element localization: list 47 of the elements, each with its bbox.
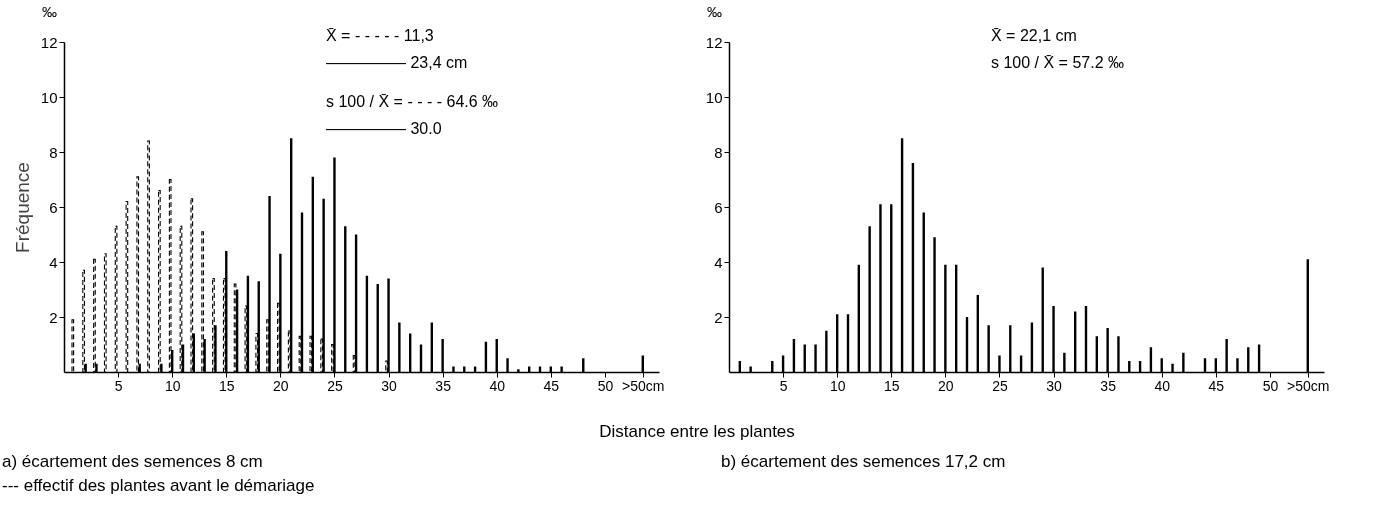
x-tick-label: 10 [164, 377, 181, 394]
text: a) écartement des semences 8 cm [2, 452, 263, 471]
text: --- effectif des plantes avant le démariage [2, 476, 315, 495]
annotation: X̄ = 22,1 cm [991, 27, 1077, 44]
y-tick-label: 6 [49, 198, 58, 216]
annotation: s 100 / X̄ = - - - - 64.6 ‰ [326, 93, 499, 110]
x-tick-label: 15 [218, 377, 235, 394]
y-tick-label: 12 [705, 33, 723, 51]
text: ‰ [42, 3, 57, 20]
y-tick-label: 6 [714, 198, 723, 216]
x-tick-label: 35 [435, 377, 452, 394]
y-tick-label: 2 [49, 308, 58, 326]
x-tick-label: >50cm [1287, 377, 1330, 394]
x-axis-title: Distance entre les plantes [599, 422, 795, 441]
x-tick-label: 5 [779, 377, 788, 394]
y-tick-label: 12 [40, 33, 58, 51]
x-tick-label: 10 [829, 377, 846, 394]
annotation: ————— 30.0 [326, 120, 442, 137]
text: ‰ [707, 3, 722, 20]
y-tick-label: 8 [49, 143, 58, 161]
annotation: s 100 / X̄ = 57.2 ‰ [991, 54, 1124, 71]
x-tick-label: 35 [1100, 377, 1117, 394]
x-tick-label: 45 [1208, 377, 1225, 394]
x-tick-label: 25 [992, 377, 1008, 394]
x-tick-label: 5 [114, 377, 123, 394]
x-tick-label: 30 [1046, 377, 1063, 394]
x-tick-label: 25 [327, 377, 343, 394]
y-tick-label: 8 [714, 143, 723, 161]
x-tick-label: 50 [1262, 377, 1279, 394]
y-axis-title: Fréquence [11, 162, 33, 253]
y-tick-label: 2 [714, 308, 723, 326]
x-tick-label: 45 [543, 377, 560, 394]
text: b) écartement des semences 17,2 cm [721, 452, 1006, 471]
x-tick-label: 30 [381, 377, 398, 394]
annotation: X̄ = - - - - - 11,3 [326, 27, 434, 44]
annotation: ————— 23,4 cm [326, 54, 468, 71]
x-tick-label: 40 [1154, 377, 1171, 394]
x-tick-label: 50 [597, 377, 614, 394]
x-tick-label: 40 [489, 377, 506, 394]
y-tick-label: 10 [705, 88, 723, 106]
x-tick-label: >50cm [622, 377, 665, 394]
x-tick-label: 20 [938, 377, 954, 394]
y-tick-label: 4 [49, 253, 58, 271]
x-tick-label: 15 [883, 377, 900, 394]
x-tick-label: 20 [273, 377, 289, 394]
y-tick-label: 10 [40, 88, 58, 106]
y-tick-label: 4 [714, 253, 723, 271]
